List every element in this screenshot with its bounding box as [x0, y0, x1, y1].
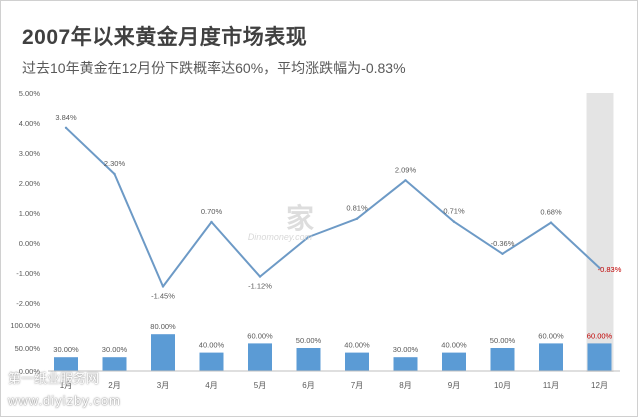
line-point: [258, 275, 262, 278]
bar-7: [345, 352, 369, 371]
line-data-label: -1.12%: [248, 282, 272, 291]
line-point: [161, 285, 165, 288]
bar-5: [248, 343, 272, 371]
bar-data-label: 50.00%: [490, 336, 516, 345]
bar-data-label: 30.00%: [393, 345, 419, 354]
line-y-tick-label: 1.00%: [19, 209, 41, 218]
line-data-label: -0.36%: [491, 239, 515, 248]
line-y-tick-label: -2.00%: [16, 299, 40, 308]
x-category-label: 7月: [351, 381, 363, 390]
x-category-label: 1月: [60, 381, 72, 390]
watermark-text-url: www.diyizby.com: [8, 393, 122, 408]
line-point: [452, 220, 456, 223]
bar-data-label: 60.00%: [587, 331, 613, 340]
bar-data-label: 30.00%: [53, 345, 79, 354]
x-category-label: 12月: [591, 381, 608, 390]
bar-10: [490, 348, 515, 371]
x-category-label: 2月: [108, 381, 120, 390]
line-series: [65, 127, 601, 288]
watermark-logo-text: 家: [286, 202, 314, 234]
bar-3: [151, 334, 175, 371]
line-y-tick-label: 5.00%: [19, 89, 41, 98]
x-category-label: 9月: [448, 381, 460, 390]
bar-1: [54, 357, 78, 371]
line-data-label: 2.30%: [104, 159, 126, 168]
line-point: [307, 235, 310, 239]
line-point: [355, 217, 359, 220]
x-category-label: 11月: [543, 381, 559, 390]
line-data-label: 0.70%: [201, 207, 223, 216]
line-y-tick-label: 4.00%: [19, 119, 41, 128]
bar-y-tick-label: 50.00%: [15, 344, 41, 353]
x-category-label: 3月: [157, 381, 169, 390]
bar-data-label: 60.00%: [538, 331, 564, 340]
bar-data-label: 50.00%: [296, 336, 322, 345]
line-y-tick-label: 2.00%: [19, 179, 41, 188]
line-point: [210, 220, 213, 224]
bar-data-label: 60.00%: [247, 331, 273, 340]
x-category-label: 8月: [399, 381, 411, 390]
line-point: [113, 172, 116, 176]
line-y-tick-label: -1.00%: [16, 269, 40, 278]
line-point: [64, 126, 68, 129]
bar-12: [587, 343, 612, 371]
bar-9: [442, 352, 466, 371]
x-category-label: 10月: [494, 381, 511, 390]
watermark-logo-sub: Dinomoney.com: [248, 232, 313, 242]
bar-data-label: 40.00%: [199, 341, 225, 350]
line-point: [598, 266, 601, 270]
bar-y-tick-label: 0.00%: [19, 367, 41, 376]
bar-8: [393, 357, 418, 371]
line-data-label: 2.09%: [395, 165, 417, 174]
chart-title: 2007年以来黄金月度市场表现: [22, 26, 308, 49]
x-category-label: 5月: [254, 381, 266, 390]
bar-6: [296, 348, 321, 371]
line-y-tick-label: 3.00%: [19, 149, 41, 158]
bar-data-label: 30.00%: [102, 345, 128, 354]
bar-data-label: 80.00%: [150, 322, 176, 331]
line-point: [404, 179, 407, 182]
watermark-text-cn: 第一纸业服务网: [8, 371, 100, 386]
bar-11: [539, 343, 563, 371]
line-data-label: -0.83%: [598, 265, 622, 274]
bar-data-label: 40.00%: [441, 341, 467, 350]
bar-4: [199, 352, 224, 371]
line-data-label: 0.81%: [346, 204, 368, 213]
bar-data-label: 40.00%: [344, 341, 370, 350]
bar-2: [102, 357, 127, 371]
line-point: [549, 221, 553, 224]
line-data-label: 0.68%: [540, 208, 562, 217]
line-point: [501, 252, 504, 255]
line-data-label: -1.45%: [151, 292, 175, 301]
chart-subtitle: 过去10年黄金在12月份下跌概率达60%，平均涨跌幅为-0.83%: [22, 60, 406, 76]
line-data-label: 3.84%: [55, 113, 77, 122]
x-category-label: 4月: [205, 381, 217, 390]
line-data-label: 0.71%: [443, 207, 465, 216]
bar-y-tick-label: 100.00%: [10, 321, 40, 330]
highlight-band-december: [586, 93, 614, 372]
line-y-tick-label: 0.00%: [19, 239, 41, 248]
x-category-label: 6月: [302, 381, 314, 390]
